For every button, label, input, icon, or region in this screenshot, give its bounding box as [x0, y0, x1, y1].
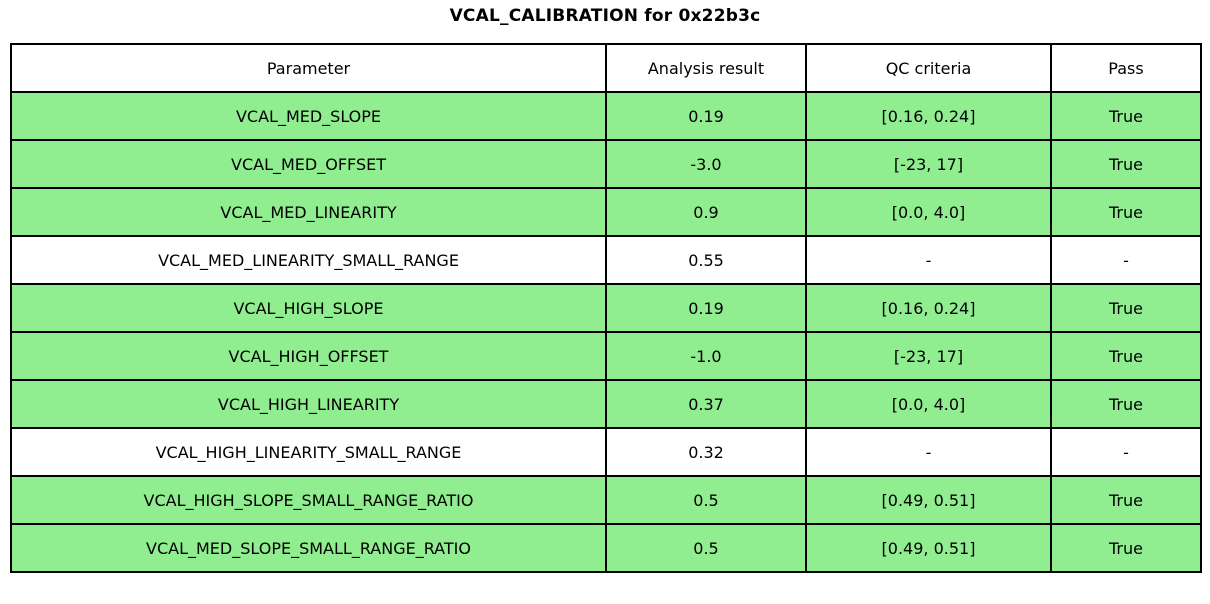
result-cell: 0.19	[605, 91, 807, 141]
result-cell: 0.5	[605, 475, 807, 525]
criteria-cell: [-23, 17]	[805, 139, 1052, 189]
qc-results-table: Parameter Analysis result QC criteria Pa…	[10, 43, 1202, 573]
pass-cell: True	[1050, 379, 1202, 429]
page-title: VCAL_CALIBRATION for 0x22b3c	[449, 6, 761, 26]
pass-cell: True	[1050, 331, 1202, 381]
pass-cell: True	[1050, 187, 1202, 237]
result-cell: 0.5	[605, 523, 807, 573]
result-cell: -1.0	[605, 331, 807, 381]
criteria-cell: [0.49, 0.51]	[805, 475, 1052, 525]
parameter-cell: VCAL_MED_SLOPE_SMALL_RANGE_RATIO	[10, 523, 607, 573]
table-row: VCAL_MED_LINEARITY 0.9 [0.0, 4.0] True	[10, 187, 1202, 237]
pass-cell: True	[1050, 475, 1202, 525]
criteria-cell: [0.49, 0.51]	[805, 523, 1052, 573]
criteria-cell: -	[805, 427, 1052, 477]
parameter-cell: VCAL_MED_LINEARITY_SMALL_RANGE	[10, 235, 607, 285]
table-row: VCAL_MED_SLOPE_SMALL_RANGE_RATIO 0.5 [0.…	[10, 523, 1202, 573]
column-header-qc-criteria: QC criteria	[805, 43, 1052, 93]
table-row: VCAL_HIGH_LINEARITY_SMALL_RANGE 0.32 - -	[10, 427, 1202, 477]
table-row: VCAL_MED_SLOPE 0.19 [0.16, 0.24] True	[10, 91, 1202, 141]
criteria-cell: [0.0, 4.0]	[805, 187, 1052, 237]
column-header-analysis-result: Analysis result	[605, 43, 807, 93]
parameter-cell: VCAL_HIGH_LINEARITY	[10, 379, 607, 429]
table-row: VCAL_MED_LINEARITY_SMALL_RANGE 0.55 - -	[10, 235, 1202, 285]
parameter-cell: VCAL_HIGH_SLOPE	[10, 283, 607, 333]
table-row: VCAL_HIGH_SLOPE 0.19 [0.16, 0.24] True	[10, 283, 1202, 333]
table-row: VCAL_MED_OFFSET -3.0 [-23, 17] True	[10, 139, 1202, 189]
parameter-cell: VCAL_MED_LINEARITY	[10, 187, 607, 237]
pass-cell: True	[1050, 139, 1202, 189]
result-cell: -3.0	[605, 139, 807, 189]
criteria-cell: [0.0, 4.0]	[805, 379, 1052, 429]
pass-cell: -	[1050, 427, 1202, 477]
criteria-cell: [-23, 17]	[805, 331, 1052, 381]
table-row: VCAL_HIGH_SLOPE_SMALL_RANGE_RATIO 0.5 [0…	[10, 475, 1202, 525]
column-header-parameter: Parameter	[10, 43, 607, 93]
parameter-cell: VCAL_HIGH_LINEARITY_SMALL_RANGE	[10, 427, 607, 477]
pass-cell: -	[1050, 235, 1202, 285]
parameter-cell: VCAL_MED_OFFSET	[10, 139, 607, 189]
criteria-cell: [0.16, 0.24]	[805, 91, 1052, 141]
result-cell: 0.9	[605, 187, 807, 237]
table-row: VCAL_HIGH_LINEARITY 0.37 [0.0, 4.0] True	[10, 379, 1202, 429]
result-cell: 0.55	[605, 235, 807, 285]
result-cell: 0.32	[605, 427, 807, 477]
criteria-cell: [0.16, 0.24]	[805, 283, 1052, 333]
table-header-row: Parameter Analysis result QC criteria Pa…	[10, 43, 1202, 93]
result-cell: 0.19	[605, 283, 807, 333]
result-cell: 0.37	[605, 379, 807, 429]
pass-cell: True	[1050, 523, 1202, 573]
column-header-pass: Pass	[1050, 43, 1202, 93]
criteria-cell: -	[805, 235, 1052, 285]
parameter-cell: VCAL_MED_SLOPE	[10, 91, 607, 141]
parameter-cell: VCAL_HIGH_SLOPE_SMALL_RANGE_RATIO	[10, 475, 607, 525]
pass-cell: True	[1050, 283, 1202, 333]
table-row: VCAL_HIGH_OFFSET -1.0 [-23, 17] True	[10, 331, 1202, 381]
pass-cell: True	[1050, 91, 1202, 141]
parameter-cell: VCAL_HIGH_OFFSET	[10, 331, 607, 381]
